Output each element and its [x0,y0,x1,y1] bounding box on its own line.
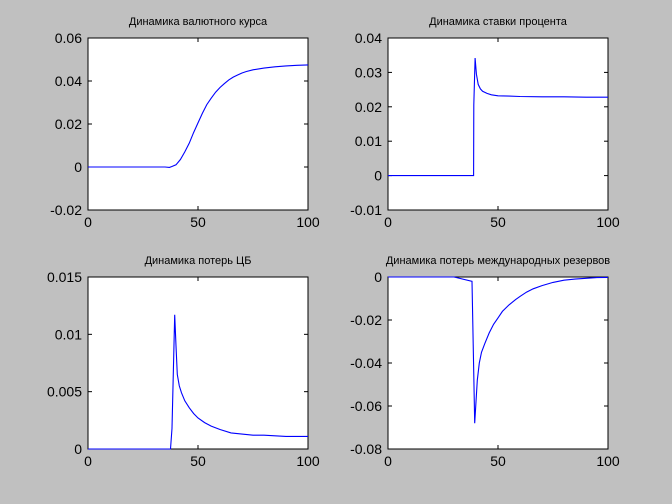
y-tick-label: -0.08 [350,441,382,457]
y-tick-label: -0.01 [350,202,382,218]
x-tick-label: 100 [596,214,620,230]
y-tick-label: 0.03 [355,64,382,80]
chart-title: Динамика валютного курса [129,16,268,28]
y-tick-label: 0 [74,441,82,457]
series-line [388,276,609,424]
chart-title: Динамика потерь ЦБ [145,255,252,267]
chart-title: Динамика ставки процента [429,16,568,28]
x-tick-label: 50 [490,453,506,469]
y-tick-label: -0.06 [350,398,382,414]
y-tick-label: 0 [74,159,82,175]
x-tick-label: 0 [384,453,392,469]
series-line [388,57,608,177]
x-tick-label: 0 [84,214,92,230]
y-tick-label: 0.04 [355,30,382,46]
y-tick-label: 0.06 [55,30,82,46]
y-tick-label: 0.02 [355,99,382,115]
series-line [88,314,308,450]
subplot-4: Динамика потерь международных резервов 0 5… [350,255,620,469]
x-tick-label: 50 [190,214,206,230]
x-tick-label: 0 [84,453,92,469]
y-tick-label: 0.015 [47,269,82,285]
x-tick-label: 50 [490,214,506,230]
subplot-3: Динамика потерь ЦБ 0 50 100 0 0.005 0.01 0.015 [47,255,320,469]
axes-box [87,276,309,450]
x-tick-label: 100 [296,214,320,230]
y-tick-label: 0.01 [55,326,82,342]
axes-box [387,276,609,450]
y-tick-label: -0.02 [350,312,382,328]
x-tick-label: 100 [596,453,620,469]
x-tick-label: 100 [296,453,320,469]
chart-title: Динамика потерь международных резервов [386,255,610,267]
y-tick-label: 0.005 [47,384,82,400]
x-tick-label: 0 [384,214,392,230]
y-tick-label: -0.02 [50,202,82,218]
y-tick-label: 0.04 [55,73,82,89]
y-tick-label: 0.01 [355,133,382,149]
y-tick-label: -0.04 [350,355,382,371]
series-line [88,64,309,168]
y-tick-label: 0 [374,269,382,285]
y-tick-label: 0 [374,168,382,184]
y-tick-label: 0.02 [55,116,82,132]
axes-box [387,37,609,211]
x-tick-label: 50 [190,453,206,469]
